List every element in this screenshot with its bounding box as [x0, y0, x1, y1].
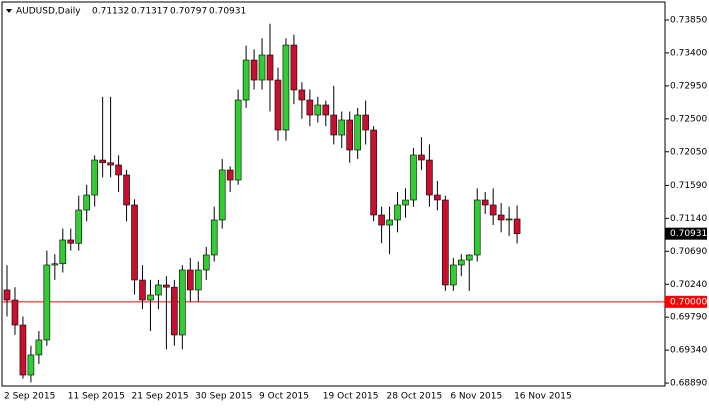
last-price-box — [665, 227, 707, 240]
candle-body — [67, 239, 75, 244]
candle-body — [179, 269, 186, 336]
y-tick-label: 0.71590 — [670, 181, 707, 191]
y-tick-label: 0.72500 — [670, 114, 707, 124]
candle-body — [489, 204, 497, 216]
y-tick-label: 0.69790 — [670, 313, 707, 323]
candle-body — [274, 79, 282, 131]
y-tick-label: 0.70690 — [670, 247, 707, 257]
candle-body — [115, 164, 122, 176]
x-tick-label: 9 Oct 2015 — [259, 392, 309, 402]
candle-body — [123, 174, 130, 206]
x-tick-label: 16 Nov 2015 — [514, 392, 572, 402]
candle-body — [314, 104, 322, 116]
candle-body — [457, 259, 465, 266]
x-tick-label: 19 Oct 2015 — [323, 392, 379, 402]
x-tick-label: 21 Sep 2015 — [132, 392, 189, 402]
candle-body — [51, 263, 59, 266]
x-tick-label: 2 Sep 2015 — [4, 392, 55, 402]
x-tick-label: 11 Sep 2015 — [68, 392, 125, 402]
candle-body — [155, 284, 162, 296]
candle-body — [410, 154, 417, 201]
candle-body — [202, 254, 210, 271]
candle-body — [306, 99, 314, 116]
candle-body — [378, 214, 385, 226]
x-tick-label: 30 Sep 2015 — [195, 392, 252, 402]
header-open: 0.71132 — [92, 7, 129, 17]
y-tick-label: 0.73850 — [670, 16, 707, 26]
candle-body — [147, 294, 154, 301]
candle-body — [338, 119, 346, 136]
header-high: 0.71317 — [131, 7, 168, 17]
candle-body — [473, 199, 481, 256]
y-tick-label: 0.72950 — [670, 81, 707, 91]
candle-body — [426, 159, 433, 196]
y-tick-label: 0.71140 — [670, 214, 707, 224]
menu-arrow[interactable] — [6, 9, 12, 13]
candle-body — [19, 324, 27, 376]
y-tick-label: 0.68890 — [670, 379, 707, 389]
y-tick-label: 0.69340 — [670, 346, 707, 356]
candle-body — [354, 114, 361, 151]
candle-body — [131, 204, 138, 281]
y-tick-label: 0.70240 — [670, 280, 707, 290]
candle-body — [418, 154, 425, 161]
candle-body — [35, 339, 43, 356]
candle-body — [513, 218, 521, 234]
header-close: 0.70931 — [209, 7, 246, 17]
candle-body — [218, 169, 226, 221]
last-price-label: 0.70931 — [670, 229, 707, 239]
candle-body — [394, 204, 401, 221]
level-label: 0.70000 — [670, 297, 707, 307]
plot-frame — [1, 1, 666, 387]
candle-body — [3, 289, 11, 301]
candle-body — [442, 199, 449, 286]
candle-body — [386, 219, 393, 226]
candle-body — [210, 219, 218, 256]
candle-body — [330, 114, 338, 136]
candle-body — [171, 286, 178, 336]
candle-body — [250, 59, 258, 81]
candle-body — [298, 89, 306, 101]
candle-body — [59, 239, 67, 265]
candle-body — [91, 159, 98, 196]
candle-body — [27, 354, 35, 376]
candle-body — [434, 194, 441, 201]
candle-body — [139, 279, 146, 301]
level-label-box — [665, 295, 707, 308]
candle-body — [242, 59, 250, 101]
candle-body — [83, 194, 90, 211]
candle-body — [194, 269, 202, 291]
candle-body — [370, 129, 377, 216]
candle-body — [99, 159, 106, 164]
y-tick-label: 0.73400 — [670, 48, 707, 58]
candle-body — [450, 264, 457, 286]
candle-body — [362, 114, 369, 131]
candle-body — [107, 162, 114, 166]
candle-body — [282, 44, 290, 131]
y-tick-label: 0.72050 — [670, 147, 707, 157]
candle-body — [187, 269, 194, 291]
candle-body — [226, 169, 234, 181]
candle-body — [234, 99, 242, 181]
candle-body — [266, 54, 274, 81]
candle-body — [258, 54, 266, 81]
candle-body — [322, 104, 330, 116]
candle-body — [465, 254, 473, 261]
symbol: AUDUSD,Daily — [16, 7, 81, 17]
candle-body — [497, 214, 505, 221]
candle-body — [11, 299, 19, 326]
candle-body — [163, 284, 170, 288]
candle-body — [481, 199, 489, 206]
candle-body — [346, 119, 354, 151]
candle-body — [290, 44, 298, 91]
candle-body — [75, 209, 83, 244]
candle-body — [402, 199, 409, 206]
x-tick-label: 6 Nov 2015 — [450, 392, 502, 402]
x-tick-label: 28 Oct 2015 — [387, 392, 443, 402]
candle-body — [505, 218, 513, 221]
header-low: 0.70797 — [170, 7, 207, 17]
candle-body — [43, 264, 51, 341]
